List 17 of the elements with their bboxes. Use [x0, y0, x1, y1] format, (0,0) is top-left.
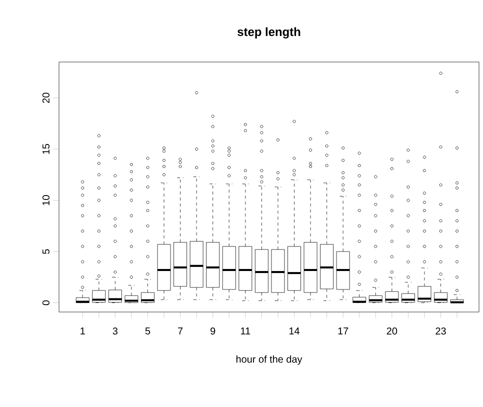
y-tick-label: 10	[42, 195, 50, 206]
y-tick-label: 5	[42, 249, 50, 254]
y-tick-label: 20	[42, 92, 50, 103]
y-tick-label: 0	[42, 300, 50, 306]
x-tick-label: 14	[289, 328, 300, 334]
y-tick-label: 15	[42, 144, 50, 154]
x-tick-label: 23	[436, 328, 446, 335]
x-tick-label: 20	[386, 328, 398, 335]
x-tick-label: 11	[240, 328, 250, 334]
x-tick-label: 9	[210, 328, 216, 335]
x-tick-label: 7	[178, 328, 183, 334]
x-tick-label: 1	[80, 328, 85, 334]
chart-title: step length	[238, 27, 300, 38]
x-tick-label: 5	[145, 328, 150, 334]
x-axis-title: hour of the day	[236, 355, 302, 365]
x-tick-label: 3	[112, 328, 118, 335]
x-tick-label: 17	[338, 328, 348, 334]
